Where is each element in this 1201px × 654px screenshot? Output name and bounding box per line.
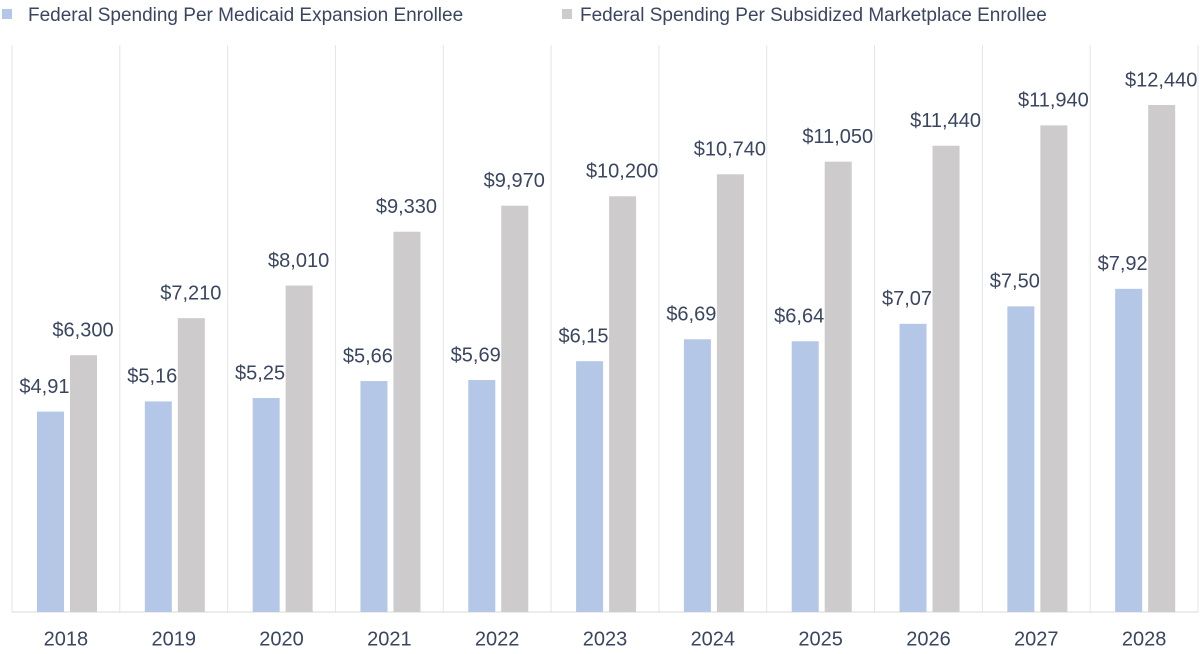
bar (824, 161, 852, 612)
legend-entry: Federal Spending Per Medicaid Expansion … (28, 5, 463, 26)
bar (501, 205, 529, 613)
x-tick-label: 2023 (583, 628, 628, 650)
x-tick-label: 2019 (151, 628, 196, 650)
x-tick-label: 2018 (44, 628, 89, 650)
bar (252, 398, 280, 612)
value-label: $6,154 (559, 325, 620, 347)
value-label: $6,692 (666, 304, 727, 326)
bar (393, 231, 421, 612)
value-label: $9,330 (376, 196, 437, 218)
bar (716, 174, 744, 613)
x-tick-label: 2021 (367, 628, 412, 650)
value-label: $5,250 (235, 362, 296, 384)
value-label: $10,740 (694, 139, 766, 161)
bar (576, 361, 604, 612)
bar (1040, 125, 1068, 613)
x-tick-label: 2026 (906, 628, 951, 650)
bar (70, 355, 97, 612)
bar (1148, 105, 1176, 612)
bar (609, 196, 637, 612)
value-label: $5,667 (343, 345, 404, 367)
value-label: $7,071 (882, 288, 943, 310)
x-tick-label: 2022 (475, 628, 520, 650)
bar (899, 323, 927, 612)
value-label: $4,917 (19, 376, 80, 398)
bar (285, 285, 313, 612)
bar (468, 380, 496, 612)
bar (144, 401, 172, 612)
value-label: $10,200 (586, 161, 658, 183)
value-label: $7,929 (1098, 253, 1159, 275)
bar (932, 145, 960, 613)
legend-swatch (562, 9, 572, 19)
value-label: $11,050 (802, 126, 873, 148)
value-label: $6,643 (774, 306, 835, 328)
bar (1007, 306, 1035, 612)
x-tick-label: 2028 (1122, 628, 1167, 650)
bar (791, 341, 819, 612)
legend-entry: Federal Spending Per Subsidized Marketpl… (580, 5, 1047, 26)
x-tick-label: 2027 (1014, 628, 1059, 650)
value-label: $5,692 (451, 344, 512, 366)
legend-swatch (2, 9, 12, 19)
bar (1115, 288, 1143, 612)
value-label: $9,970 (484, 170, 545, 192)
x-tick-label: 2024 (691, 628, 736, 650)
x-tick-label: 2020 (259, 628, 304, 650)
value-label: $11,440 (910, 110, 981, 132)
value-label: $5,167 (127, 366, 188, 388)
x-tick-label: 2025 (798, 628, 843, 650)
bar (683, 339, 711, 612)
value-label: $11,940 (1018, 90, 1089, 112)
bar (177, 318, 205, 612)
bar (37, 411, 64, 612)
bar (360, 381, 388, 612)
legend: Federal Spending Per Medicaid Expansion … (2, 5, 1047, 26)
value-label: $8,010 (268, 250, 329, 272)
value-label: $12,440 (1125, 69, 1197, 91)
value-label: $7,500 (990, 271, 1051, 293)
value-label: $7,210 (160, 282, 221, 304)
value-label: $6,300 (52, 320, 113, 342)
